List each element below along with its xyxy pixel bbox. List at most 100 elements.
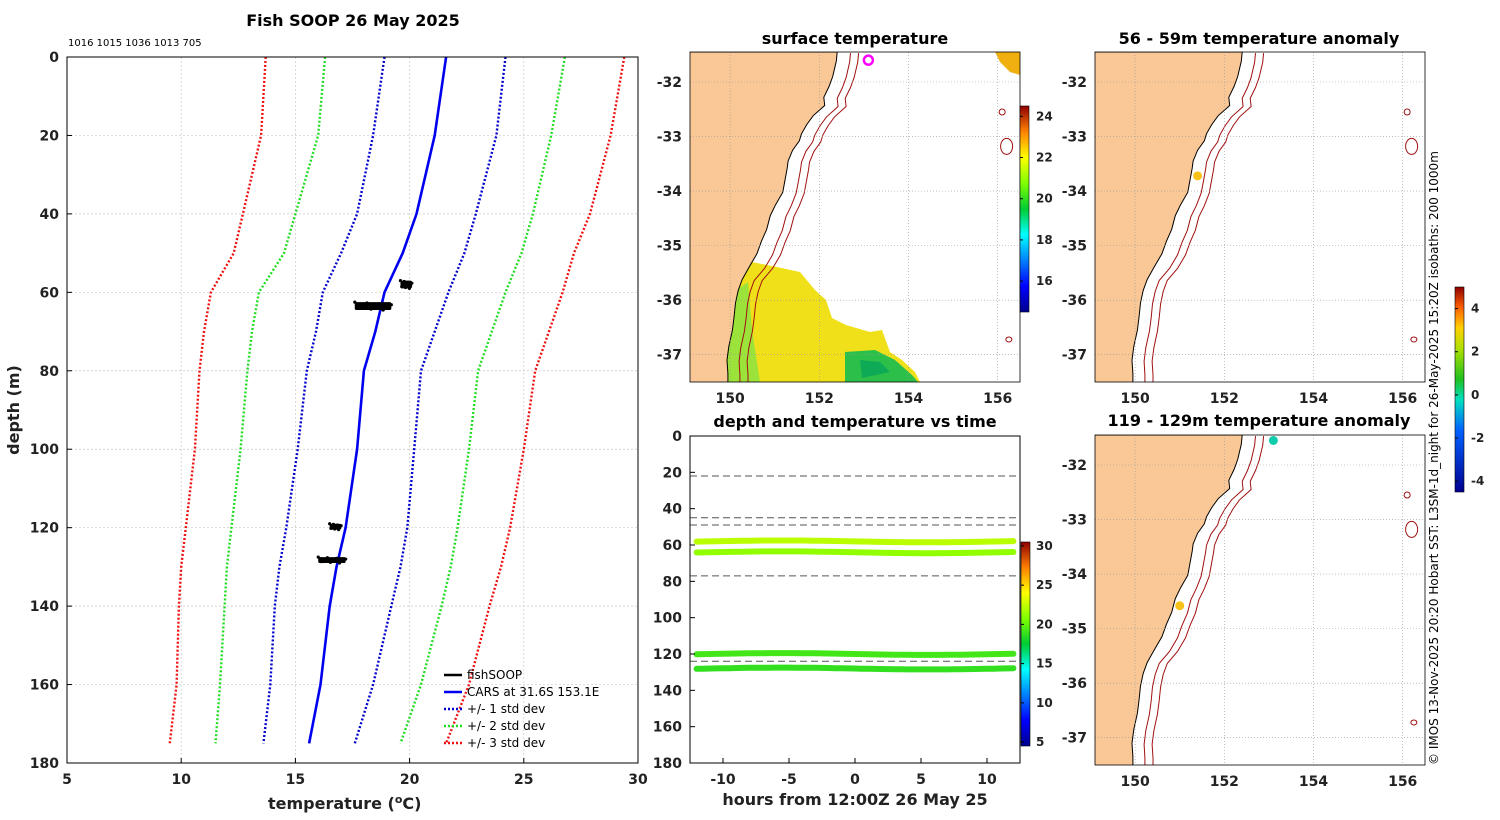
- fishsoop-sample: [409, 284, 413, 288]
- y-tick-label: 0: [49, 50, 59, 66]
- x-tick-label: -10: [710, 772, 736, 788]
- fishsoop-sample: [405, 283, 409, 287]
- isobath-1000m: [1151, 436, 1265, 765]
- time-colorbar-tick-label: 30: [1036, 539, 1053, 553]
- fishsoop-sample: [328, 560, 333, 564]
- lat-tick-label: -37: [1062, 731, 1087, 747]
- depth-time-trace: [693, 664, 1017, 673]
- sst-colorbar-tick-label: 24: [1036, 109, 1053, 123]
- x-tick-label: 5: [916, 772, 926, 788]
- anomaly-colorbar-tick-label: -2: [1471, 431, 1484, 445]
- fishsoop-sample: [357, 306, 361, 310]
- island-outline: [1410, 719, 1418, 726]
- time-colorbar-tick-label: 10: [1036, 696, 1053, 710]
- lat-tick-label: -34: [1062, 184, 1088, 200]
- x-tick-label: 5: [62, 772, 72, 788]
- sst-colorbar-tick-label: 16: [1036, 274, 1053, 288]
- lat-tick-label: -32: [1062, 75, 1087, 91]
- island-outline: [1403, 491, 1411, 499]
- land: [690, 52, 838, 382]
- sst-colorbar-ticks: 16 18 20 22 24: [1020, 109, 1053, 288]
- y-tick-label: 40: [40, 207, 60, 223]
- fishsoop-sample: [316, 555, 320, 559]
- x-tick-label: 10: [977, 772, 997, 788]
- isobath-1000m: [746, 53, 860, 382]
- fishsoop-sample: [381, 308, 385, 312]
- anomaly-map-56-59m-grid: [1095, 52, 1425, 382]
- time-colorbar-tick-label: 5: [1036, 735, 1044, 749]
- fishsoop-sample: [403, 285, 408, 290]
- series-line-4: [399, 57, 567, 744]
- x-tick-label: 30: [628, 772, 648, 788]
- series-line-2: [353, 57, 507, 744]
- y-tick-label: 20: [663, 465, 683, 481]
- anomaly-colorbar-tick-label: 0: [1471, 388, 1479, 402]
- profile-counts: 1016 1015 1036 1013 705: [68, 38, 202, 49]
- y-tick-label: 160: [653, 720, 682, 736]
- sst-colorbar-tick-label: 22: [1036, 151, 1053, 165]
- fishsoop-sample: [401, 282, 405, 286]
- fishsoop-sample: [385, 305, 389, 309]
- isobath-1000m: [1151, 53, 1265, 382]
- fishsoop-sample: [365, 301, 369, 305]
- surface-map-title: surface temperature: [762, 29, 949, 48]
- islands: [998, 108, 1014, 343]
- x-tick-label: 0: [850, 772, 860, 788]
- lon-tick-label: 152: [805, 391, 834, 407]
- anomaly-map-119-129m: 119 - 129m temperature anomaly 150 152 154…: [1062, 411, 1426, 790]
- time-colorbar: [1020, 541, 1031, 747]
- lat-tick-label: -36: [1062, 676, 1087, 692]
- depth-time-trace: [693, 650, 1017, 658]
- fishsoop-sample: [389, 303, 393, 307]
- anomaly-map-56-59m-frame: [1094, 51, 1426, 383]
- lat-tick-label: -36: [657, 293, 682, 309]
- fishsoop-sample: [361, 304, 365, 308]
- lat-tick-label: -34: [657, 184, 683, 200]
- fishsoop-sample: [369, 307, 373, 311]
- lon-tick-label: 154: [1299, 774, 1328, 790]
- credit-text: © IMOS 13-Nov-2025 20:20 Hobart SST: L3S…: [1427, 151, 1441, 765]
- profile-ticks: 5 10 15 20 25 30 0 20 40 60 80 100 120 140 160 180: [30, 50, 648, 788]
- fishsoop-sample: [335, 523, 339, 527]
- fishsoop-sample: [334, 556, 339, 560]
- time-colorbar-tick-label: 25: [1036, 578, 1053, 592]
- fishsoop-sample: [406, 280, 410, 284]
- y-tick-label: 140: [653, 683, 682, 699]
- anomaly-map-119-129m-title: 119 - 129m temperature anomaly: [1108, 411, 1411, 430]
- lat-tick-label: -33: [657, 130, 682, 146]
- profile-grid: [66, 56, 639, 764]
- legend-cars: CARS at 31.6S 153.1E: [467, 685, 599, 699]
- y-tick-label: 180: [653, 756, 682, 772]
- fishsoop-sample: [344, 557, 348, 561]
- depth-time-trace: [693, 548, 1017, 557]
- anomaly-map-119-129m-frame: [1094, 434, 1426, 766]
- island-outline: [1405, 137, 1419, 155]
- x-tick-label: -5: [781, 772, 797, 788]
- y-tick-label: 160: [30, 678, 59, 694]
- y-tick-label: 80: [40, 364, 60, 380]
- lat-tick-label: -34: [1062, 567, 1088, 583]
- y-tick-label: 180: [30, 756, 59, 772]
- anomaly-map-119-129m-grid: [1095, 435, 1425, 765]
- land: [1095, 52, 1243, 382]
- series-line-0: [307, 57, 448, 744]
- land: [1095, 435, 1243, 765]
- profile-series: [168, 57, 626, 744]
- anomaly-point: [1268, 435, 1278, 445]
- island-outline: [1403, 108, 1411, 116]
- fishsoop-sample: [353, 300, 357, 304]
- sst-colorbar-tick-label: 20: [1036, 192, 1053, 206]
- fishsoop-sample: [331, 558, 336, 562]
- isobaths: [1143, 53, 1265, 382]
- lat-tick-label: -32: [1062, 458, 1087, 474]
- island-outline: [1005, 336, 1013, 343]
- x-tick-label: 25: [514, 772, 533, 788]
- anomaly-point: [1193, 171, 1203, 181]
- anomaly-colorbar-ticks: 4 2 0 -2 -4: [1455, 302, 1484, 488]
- profile-panel: Fish SOOP 26 May 2025 1016 1015 1036 101…: [4, 11, 648, 813]
- lat-tick-label: -37: [657, 348, 682, 364]
- island-outline: [1410, 336, 1418, 343]
- y-tick-label: 100: [653, 611, 682, 627]
